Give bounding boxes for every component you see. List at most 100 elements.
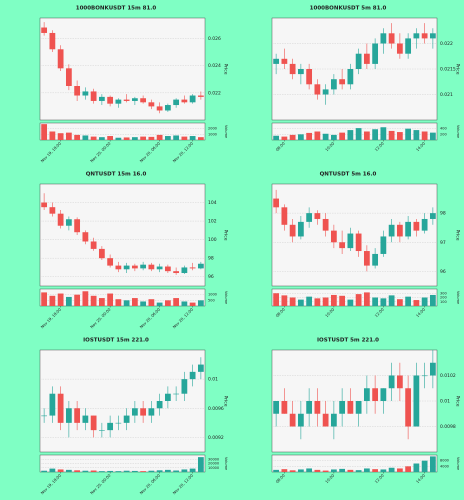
volume-bar bbox=[380, 469, 387, 472]
x-tick-label: Nov 20, 06:00 bbox=[139, 140, 162, 163]
volume-bar bbox=[363, 468, 370, 472]
volume-panel bbox=[271, 454, 438, 473]
candle-body bbox=[107, 422, 114, 431]
x-tick-label: 12:00 bbox=[374, 306, 386, 318]
volume-bar bbox=[297, 299, 304, 306]
volume-bar bbox=[41, 124, 48, 140]
volume-tick-label: 20000 bbox=[208, 462, 219, 466]
volume-bar bbox=[90, 470, 97, 472]
volume-axis-label: Volume bbox=[224, 291, 228, 304]
volume-bar bbox=[396, 468, 403, 472]
candle-body bbox=[115, 422, 122, 424]
volume-bar bbox=[347, 299, 354, 306]
x-tick-label: 08:00 bbox=[275, 472, 287, 484]
candle-body bbox=[289, 224, 296, 237]
x-tick-label: Nov 19, 18:00 bbox=[40, 472, 63, 495]
candle-body bbox=[363, 53, 370, 64]
volume-bar bbox=[372, 129, 379, 140]
volume-axis-label: Volume bbox=[224, 457, 228, 470]
volume-bar bbox=[98, 471, 105, 472]
candle-body bbox=[197, 95, 204, 97]
volume-bar bbox=[197, 457, 204, 472]
candle-body bbox=[90, 415, 97, 431]
volume-bar bbox=[273, 469, 280, 472]
candle-body bbox=[281, 58, 288, 64]
volume-bar bbox=[405, 128, 412, 140]
candle-body bbox=[330, 413, 337, 427]
volume-bar bbox=[164, 469, 171, 472]
y-axis-label: Price bbox=[223, 230, 229, 241]
candle-body bbox=[322, 89, 329, 95]
candle-body bbox=[396, 375, 403, 389]
candle-body bbox=[380, 388, 387, 401]
volume-bar bbox=[314, 131, 321, 140]
x-tick-label: Nov 19, 18:00 bbox=[40, 306, 63, 329]
volume-bar bbox=[388, 467, 395, 472]
volume-bar bbox=[429, 294, 436, 306]
candle-body bbox=[140, 98, 147, 103]
volume-bar bbox=[156, 302, 163, 306]
candle-body bbox=[164, 105, 171, 111]
candle-body bbox=[49, 32, 56, 50]
volume-bar bbox=[197, 137, 204, 140]
volume-bar bbox=[322, 133, 329, 140]
volume-bar bbox=[339, 468, 346, 472]
volume-bar bbox=[65, 296, 72, 306]
volume-tick-label: 1000 bbox=[208, 293, 217, 297]
candle-body bbox=[123, 265, 130, 270]
y-axis-label: Price bbox=[223, 64, 229, 75]
candle-body bbox=[140, 264, 147, 269]
candle-body bbox=[330, 79, 337, 90]
candle-body bbox=[388, 375, 395, 389]
candle-body bbox=[156, 266, 163, 270]
volume-bar bbox=[421, 297, 428, 306]
y-tick-label: 96 bbox=[208, 274, 214, 280]
candle-body bbox=[164, 393, 171, 401]
volume-axis-label: Volume bbox=[456, 125, 460, 138]
candle-body bbox=[65, 219, 72, 226]
candle-body bbox=[74, 86, 81, 96]
volume-bar bbox=[148, 299, 155, 306]
volume-bar bbox=[74, 470, 81, 472]
candle-body bbox=[98, 248, 105, 259]
candle-body bbox=[156, 401, 163, 409]
candle-body bbox=[107, 96, 114, 104]
x-tick-label: Nov 20, 12:00 bbox=[172, 472, 195, 495]
volume-bar bbox=[330, 134, 337, 140]
volume-bar bbox=[140, 136, 147, 140]
volume-bar bbox=[396, 299, 403, 306]
volume-panel bbox=[39, 288, 206, 307]
volume-bar bbox=[314, 469, 321, 472]
x-tick-label: Nov 20, 12:00 bbox=[172, 140, 195, 163]
candle-body bbox=[281, 207, 288, 225]
volume-bar bbox=[388, 130, 395, 140]
volume-bar bbox=[339, 132, 346, 140]
candle-body bbox=[74, 219, 81, 233]
candle-body bbox=[273, 198, 280, 208]
volume-bar bbox=[413, 463, 420, 472]
y-tick-label: 0.022 bbox=[440, 41, 453, 47]
volume-panel bbox=[39, 122, 206, 141]
chart-title: QNTUSDT 5m 16.0 bbox=[320, 172, 377, 178]
y-axis-label: Price bbox=[455, 230, 461, 241]
candle-body bbox=[339, 401, 346, 414]
candle-body bbox=[98, 430, 105, 431]
candle-body bbox=[421, 33, 428, 39]
volume-bar bbox=[107, 470, 114, 472]
volume-bar bbox=[413, 130, 420, 140]
volume-bar bbox=[347, 469, 354, 472]
volume-bar bbox=[49, 131, 56, 140]
volume-bar bbox=[396, 132, 403, 140]
candle-body bbox=[82, 415, 89, 423]
candle-body bbox=[57, 213, 64, 226]
volume-tick-label: 100 bbox=[440, 300, 447, 304]
candle-body bbox=[347, 401, 354, 414]
volume-bar bbox=[57, 133, 64, 140]
candle-body bbox=[197, 364, 204, 372]
candle-body bbox=[57, 393, 64, 423]
candlestick-chart: 1000BONKUSDT 5m 81.0 0.021 0.0215 0.022 2004… bbox=[271, 6, 461, 152]
price-panel bbox=[39, 17, 206, 121]
volume-bar bbox=[355, 128, 362, 140]
volume-bar bbox=[115, 137, 122, 140]
y-tick-label: 0.0102 bbox=[440, 373, 456, 379]
